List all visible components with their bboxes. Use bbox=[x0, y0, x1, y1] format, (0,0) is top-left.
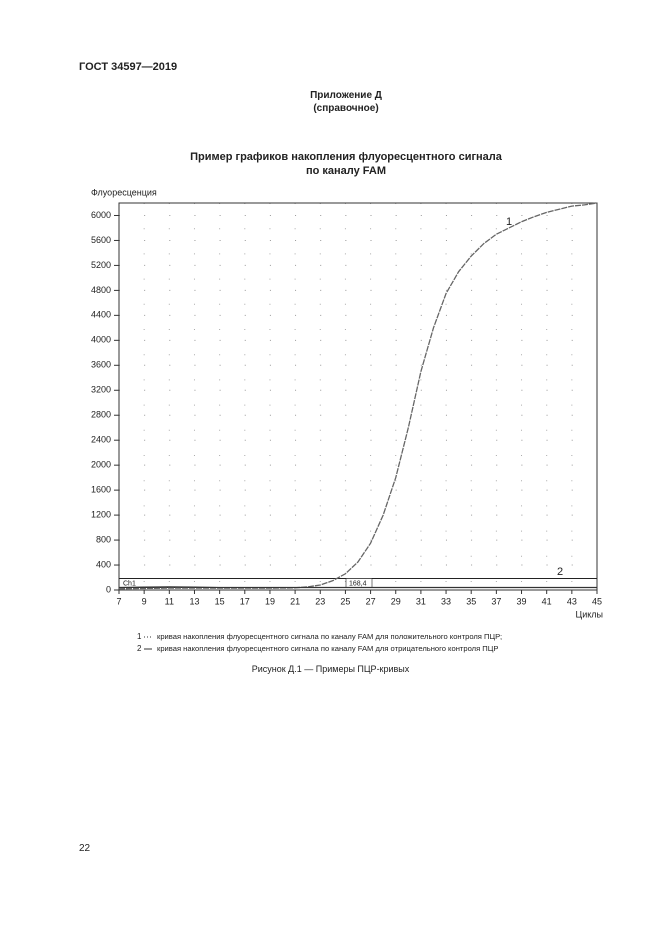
plot-frame bbox=[118, 202, 598, 591]
x-tick-label: 23 bbox=[315, 596, 325, 606]
y-tick-label: 1600 bbox=[91, 485, 111, 495]
y-axis-label: Флуоресценция bbox=[91, 187, 157, 197]
y-tick-label: 1200 bbox=[91, 509, 111, 519]
x-tick-label: 19 bbox=[265, 596, 275, 606]
x-tick-label: 43 bbox=[567, 596, 577, 606]
x-tick-label: 35 bbox=[466, 596, 476, 606]
y-tick-label: 0 bbox=[106, 584, 111, 594]
y-tick-label: 2800 bbox=[91, 410, 111, 420]
caption: Рисунок Д.1 — Примеры ПЦР-кривых bbox=[251, 664, 410, 674]
appendix-title: Приложение Д bbox=[310, 90, 382, 101]
y-tick-label: 6000 bbox=[91, 210, 111, 220]
x-axis-label: Циклы bbox=[576, 609, 603, 619]
x-tick-label: 37 bbox=[491, 596, 501, 606]
y-tick-label: 4400 bbox=[91, 310, 111, 320]
x-tick-label: 11 bbox=[165, 596, 174, 606]
x-tick-label: 27 bbox=[366, 596, 376, 606]
y-tick-label: 3600 bbox=[91, 360, 111, 370]
x-tick-label: 17 bbox=[240, 596, 250, 606]
x-tick-label: 9 bbox=[142, 596, 147, 606]
chart-subtitle: по каналу FAM bbox=[305, 165, 387, 177]
x-tick-label: 7 bbox=[116, 596, 121, 606]
x-tick-label: 33 bbox=[441, 596, 451, 606]
legend-entry: кривая накопления флуоресцентного сигнал… bbox=[157, 644, 498, 653]
x-tick-label: 15 bbox=[215, 596, 225, 606]
legend-entry: кривая накопления флуоресцентного сигнал… bbox=[157, 632, 502, 641]
x-tick-label: 31 bbox=[416, 596, 426, 606]
legend-number: 1 bbox=[137, 632, 142, 641]
series-line bbox=[118, 586, 597, 589]
x-tick-label: 25 bbox=[340, 596, 350, 606]
standard-id: ГОСТ 34597—2019 bbox=[79, 61, 178, 73]
chart-title: Пример графиков накопления флуоресцентно… bbox=[190, 151, 502, 163]
y-tick-label: 2000 bbox=[91, 460, 111, 470]
series-annotation: 1 bbox=[506, 216, 512, 228]
y-tick-label: 800 bbox=[96, 534, 111, 544]
x-tick-label: 21 bbox=[290, 596, 300, 606]
x-tick-label: 39 bbox=[517, 596, 527, 606]
y-tick-label: 5600 bbox=[91, 235, 111, 245]
x-tick-label: 13 bbox=[189, 596, 199, 606]
legend-number: 2 bbox=[137, 644, 142, 653]
threshold-label: 168,4 bbox=[349, 580, 367, 587]
page-number: 22 bbox=[79, 843, 91, 854]
series-annotation: 2 bbox=[557, 566, 563, 578]
y-tick-label: 3200 bbox=[91, 385, 111, 395]
x-tick-label: 45 bbox=[592, 596, 602, 606]
y-tick-label: 5200 bbox=[91, 260, 111, 270]
x-tick-label: 29 bbox=[391, 596, 401, 606]
y-tick-label: 400 bbox=[96, 559, 111, 569]
y-tick-label: 2400 bbox=[91, 435, 111, 445]
y-tick-label: 4800 bbox=[91, 285, 111, 295]
series-line bbox=[118, 202, 598, 590]
y-tick-label: 4000 bbox=[91, 335, 111, 345]
threshold-name: Ch1 bbox=[123, 580, 136, 587]
chart: ФлуоресценцияЦиклы0400800120016002000240… bbox=[91, 187, 603, 653]
appendix-note: (справочное) bbox=[313, 103, 379, 114]
x-tick-label: 41 bbox=[542, 596, 552, 606]
